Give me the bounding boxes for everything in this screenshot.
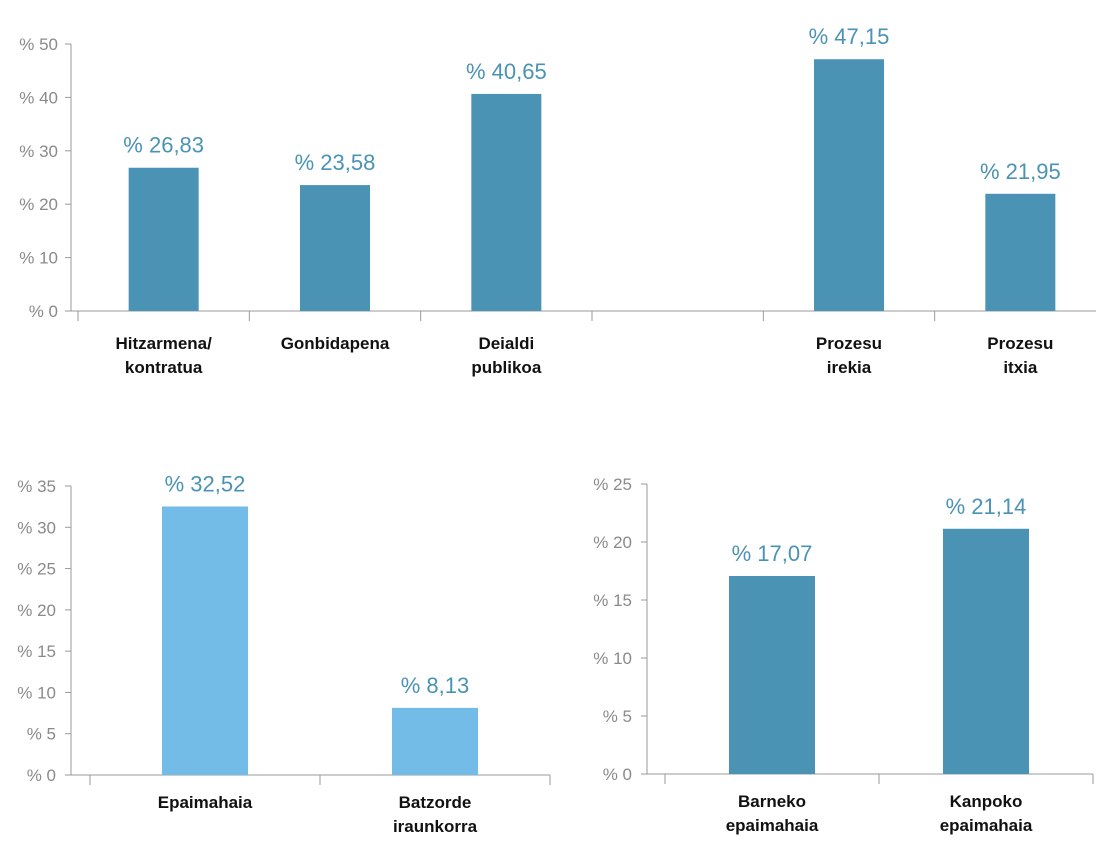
data-label: % 32,52 [165, 471, 246, 496]
y-tick-label: % 15 [17, 642, 56, 661]
data-label: % 17,07 [732, 541, 813, 566]
y-tick-label: % 25 [17, 560, 56, 579]
bar [392, 707, 478, 775]
y-tick-label: % 0 [603, 765, 632, 784]
bar [300, 185, 370, 311]
y-tick-label: % 10 [17, 683, 56, 702]
category-label: Deialdi publikoa [471, 334, 541, 377]
chart-procedure-type: % 0 % 10 % 20 % 30 % 40 % 50 % 26,83 Hitzarmena… [19, 24, 1096, 377]
bar [814, 59, 884, 312]
y-tick-label: % 20 [17, 601, 56, 620]
y-tick-label: % 10 [19, 249, 58, 268]
bar [985, 193, 1056, 311]
category-label: Barneko epaimahaia [726, 792, 819, 835]
category-label: Epaimahaia [158, 793, 253, 812]
y-tick-label: % 30 [17, 518, 56, 537]
y-tick-label: % 25 [593, 475, 632, 494]
y-tick-label: % 30 [19, 142, 58, 161]
y-tick-label: % 50 [19, 35, 58, 54]
chart-evaluation-body: % 0 % 5 % 10 % 15 % 20 % 25 % 30 % 35 % 32,52 Epa… [17, 471, 551, 836]
chart-jury-type: % 0 % 5 % 10 % 15 % 20 % 25 % 17,07 Barneko epai… [593, 475, 1094, 835]
data-label: % 23,58 [295, 150, 376, 175]
bar [162, 506, 248, 775]
data-label: % 8,13 [401, 673, 470, 698]
y-tick-label: % 40 [19, 88, 58, 107]
y-tick-label: % 0 [29, 302, 58, 321]
category-label: Kanpoko epaimahaia [940, 792, 1033, 835]
category-label: Gonbidapena [281, 334, 390, 353]
bar [471, 93, 542, 311]
data-label: % 26,83 [123, 133, 204, 158]
y-tick-label: % 0 [27, 766, 56, 785]
y-tick-label: % 10 [593, 649, 632, 668]
y-tick-label: % 35 [17, 477, 56, 496]
y-tick-label: % 15 [593, 591, 632, 610]
y-tick-label: % 5 [27, 725, 56, 744]
category-label: Prozesu irekia [816, 334, 882, 377]
data-label: % 21,95 [980, 159, 1061, 184]
category-label: Prozesu itxia [987, 334, 1053, 377]
y-tick-label: % 20 [593, 533, 632, 552]
data-label: % 40,65 [466, 59, 547, 84]
data-label: % 47,15 [809, 24, 890, 49]
bar [943, 528, 1029, 774]
category-label: Batzorde iraunkorra [393, 793, 478, 836]
category-label: Hitzarmena/kontratua [115, 334, 212, 377]
data-label: % 21,14 [946, 494, 1027, 519]
bar [729, 575, 815, 774]
y-tick-label: % 20 [19, 195, 58, 214]
y-tick-label: % 5 [603, 707, 632, 726]
bar [128, 167, 199, 311]
